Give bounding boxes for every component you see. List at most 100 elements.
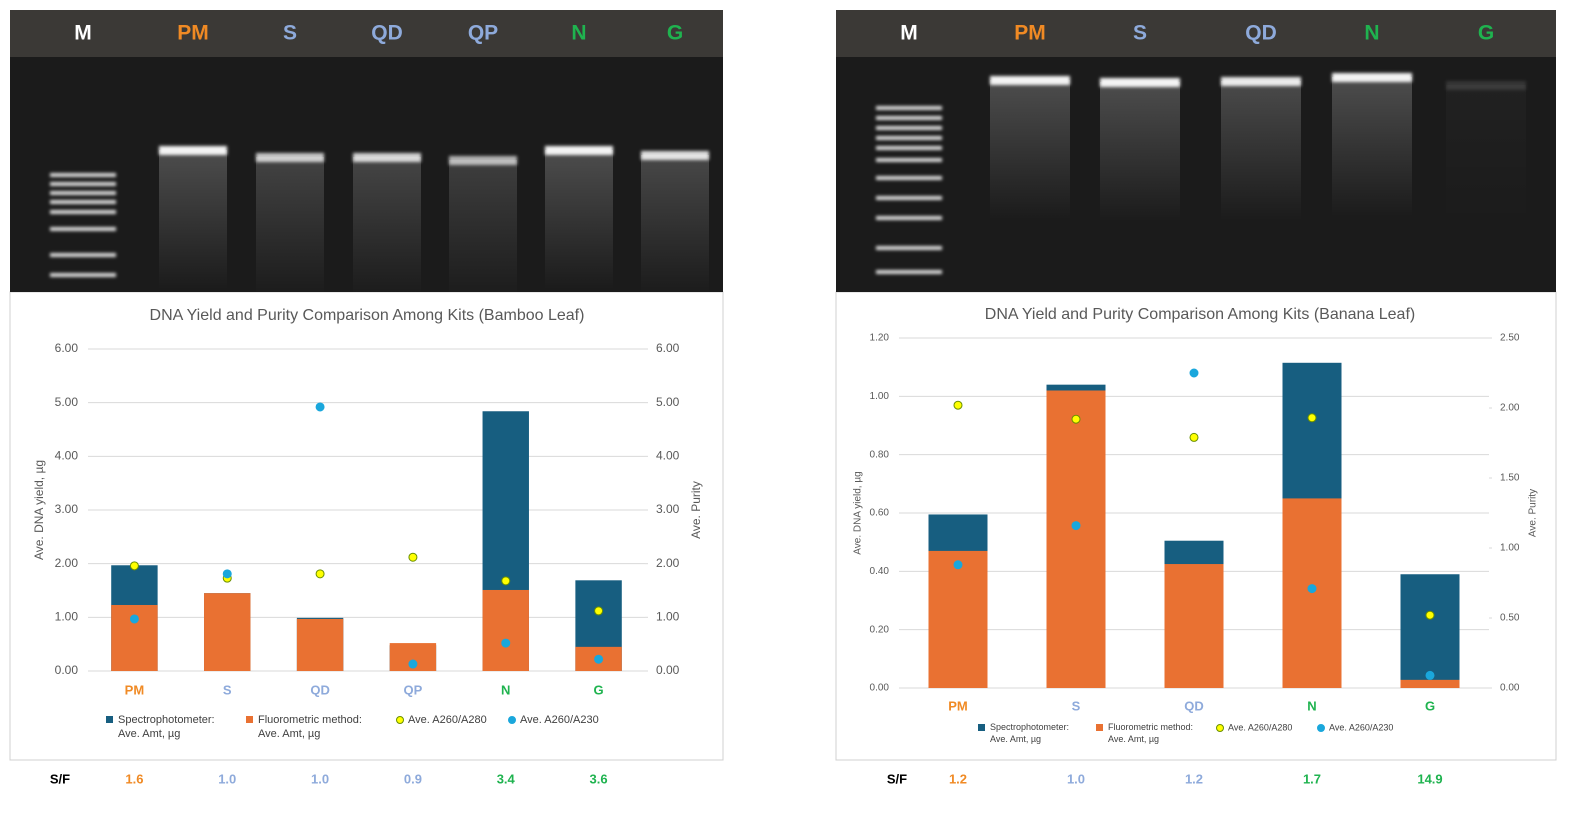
y-tick-label: 0.40 bbox=[870, 566, 890, 577]
legend-label: Fluorometric method: Ave. Amt, µg bbox=[258, 714, 362, 740]
point bbox=[408, 552, 418, 562]
y-tick-label: 1.00 bbox=[870, 391, 890, 402]
legend-label: Ave. A260/A230 bbox=[1329, 722, 1393, 732]
ladder-band bbox=[50, 210, 116, 214]
x-tick-label: QP bbox=[404, 682, 423, 697]
chart-frame bbox=[9, 291, 724, 761]
point bbox=[1307, 413, 1317, 423]
gel-header bbox=[836, 10, 1556, 57]
bar bbox=[1400, 679, 1460, 688]
legend-label: Ave. A260/A230 bbox=[520, 714, 599, 726]
gel-header bbox=[10, 10, 723, 57]
sf-value: 3.6 bbox=[590, 771, 608, 786]
sf-value: 1.0 bbox=[218, 771, 236, 786]
dna-band bbox=[1221, 77, 1301, 86]
legend-line: Spectrophotometer: bbox=[118, 714, 215, 726]
point bbox=[129, 614, 139, 624]
lane-label: PM bbox=[1014, 22, 1046, 45]
legend-swatch bbox=[508, 716, 516, 724]
point bbox=[953, 560, 963, 570]
y-tick-label: 2.00 bbox=[55, 556, 79, 570]
x-tick-label: G bbox=[594, 682, 604, 697]
legend-label: Spectrophotometer: Ave. Amt, µg bbox=[118, 714, 215, 740]
point bbox=[1071, 414, 1081, 424]
y2-tick-label: 2.00 bbox=[656, 556, 680, 570]
dna-band bbox=[990, 76, 1070, 85]
y-tick-label: 5.00 bbox=[55, 395, 79, 409]
ladder-band bbox=[50, 253, 116, 257]
legend-line: Fluorometric method: bbox=[258, 714, 362, 726]
bar bbox=[296, 618, 344, 671]
point bbox=[501, 576, 511, 586]
sf-value: 1.2 bbox=[1185, 771, 1203, 786]
y-tick-label: 0.60 bbox=[870, 508, 890, 519]
lane-smear bbox=[1221, 81, 1301, 221]
legend-swatch bbox=[246, 716, 253, 723]
point bbox=[1071, 521, 1081, 531]
lane-label: G bbox=[1478, 22, 1494, 45]
legend-line: Ave. Amt, µg bbox=[118, 728, 180, 740]
point bbox=[408, 659, 418, 669]
y-tick-label: 0.80 bbox=[870, 449, 890, 460]
y2-axis-label: Ave. Purity bbox=[1528, 489, 1539, 537]
legend-line: Ave. Amt, µg bbox=[990, 734, 1041, 744]
y-axis-label: Ave. DNA yield, µg bbox=[32, 460, 46, 560]
legend-label: Ave. A260/A280 bbox=[1228, 722, 1292, 732]
y2-tick-label: 6.00 bbox=[656, 341, 680, 355]
point bbox=[129, 561, 139, 571]
x-tick-label: S bbox=[1072, 698, 1081, 713]
point bbox=[222, 569, 232, 579]
lane-label: G bbox=[667, 22, 683, 45]
y-tick-label: 6.00 bbox=[55, 341, 79, 355]
ladder-band bbox=[876, 158, 942, 162]
bar bbox=[1046, 390, 1106, 688]
bar bbox=[1164, 564, 1224, 688]
lane-smear bbox=[641, 155, 709, 295]
lane-smear bbox=[159, 150, 227, 290]
lane-smear bbox=[545, 150, 613, 290]
y2-tick-label: 1.00 bbox=[656, 610, 680, 624]
point bbox=[1425, 670, 1435, 680]
bar bbox=[1400, 574, 1460, 688]
ladder-band bbox=[876, 136, 942, 140]
y2-tick-label: 1.50 bbox=[1500, 473, 1520, 484]
x-tick-label: N bbox=[501, 682, 510, 697]
legend-label: Ave. A260/A280 bbox=[408, 714, 487, 726]
sf-value: 0.9 bbox=[404, 771, 422, 786]
lane-label: QD bbox=[371, 22, 403, 45]
lane-label: S bbox=[283, 22, 297, 45]
bar bbox=[482, 589, 529, 671]
ladder-band bbox=[876, 270, 942, 274]
ladder-band bbox=[876, 246, 942, 250]
lane-label: QP bbox=[468, 22, 498, 45]
dna-band bbox=[1332, 73, 1412, 82]
bar bbox=[1282, 498, 1342, 688]
ladder-band bbox=[876, 116, 942, 120]
y-tick-label: 1.20 bbox=[870, 333, 890, 344]
lane-smear bbox=[449, 160, 517, 300]
point bbox=[594, 654, 604, 664]
lane-label: M bbox=[74, 22, 92, 45]
sf-value: 1.7 bbox=[1303, 771, 1321, 786]
y2-tick-label: 0.00 bbox=[1500, 683, 1520, 694]
ladder-band bbox=[50, 173, 116, 177]
dna-band bbox=[545, 146, 613, 155]
y2-tick-label: 0.00 bbox=[656, 663, 680, 677]
sf-value: 14.9 bbox=[1417, 771, 1442, 786]
lane-label: N bbox=[571, 22, 586, 45]
lane-label: QD bbox=[1245, 22, 1277, 45]
lane-smear bbox=[1446, 85, 1526, 225]
y-tick-label: 0.00 bbox=[55, 663, 79, 677]
legend-label: Spectrophotometer: Ave. Amt, µg bbox=[990, 722, 1069, 744]
ladder-band bbox=[876, 196, 942, 200]
dna-band bbox=[1100, 78, 1180, 87]
ladder-band bbox=[50, 200, 116, 204]
lane-smear bbox=[256, 157, 324, 297]
lane-smear bbox=[990, 80, 1070, 220]
sf-value: 1.0 bbox=[1067, 771, 1085, 786]
dna-band bbox=[256, 153, 324, 162]
point bbox=[594, 606, 604, 616]
point bbox=[1307, 584, 1317, 594]
lane-smear bbox=[353, 157, 421, 297]
